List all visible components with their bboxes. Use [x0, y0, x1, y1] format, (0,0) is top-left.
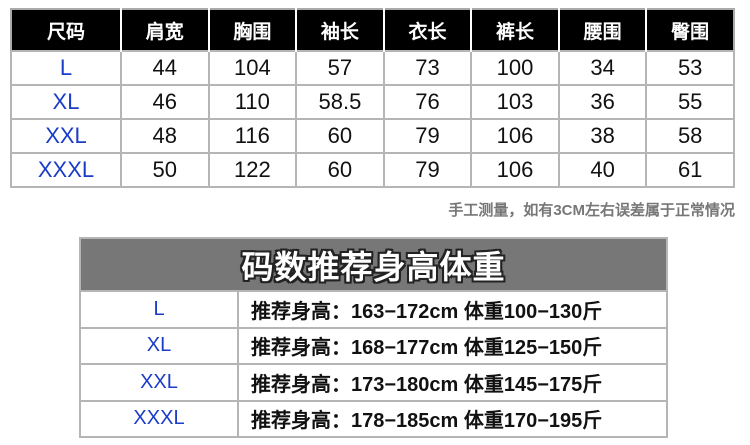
measurement-cell: 103 — [470, 84, 560, 120]
table-row: L 推荐身高：163−172cm 体重100−130斤 — [79, 290, 668, 329]
measurement-cell: 100 — [470, 50, 560, 86]
table-row: XXXL 推荐身高：178−185cm 体重170−195斤 — [79, 399, 668, 438]
size-label: L — [79, 290, 239, 329]
measurement-cell: 34 — [557, 50, 648, 86]
measurement-cell: 116 — [207, 118, 298, 154]
column-header: 臀围 — [645, 9, 734, 51]
measurement-cell: 44 — [120, 50, 210, 86]
recommendation-text: 推荐身高：173−180cm 体重145−175斤 — [237, 363, 668, 402]
measurement-cell: 79 — [382, 152, 473, 188]
column-header: 胸围 — [207, 9, 297, 51]
measurement-cell: 58.5 — [295, 84, 385, 120]
measurement-cell: 61 — [645, 152, 735, 188]
measurement-cell: 106 — [470, 152, 560, 188]
table-body: L 44 104 57 73 100 34 53 XL 46 110 58.5 76 103 36 55 XXL… — [10, 50, 735, 188]
column-header: 腰围 — [557, 9, 647, 51]
measurement-cell: 50 — [120, 152, 210, 188]
column-header: 袖长 — [295, 9, 384, 51]
column-header: 尺码 — [11, 9, 121, 51]
measurement-note: 手工测量，如有3CM左右误差属于正常情况 — [448, 202, 735, 219]
size-label: XL — [79, 326, 239, 365]
measurement-cell: 55 — [645, 84, 735, 120]
size-label: L — [10, 50, 122, 86]
measurement-cell: 58 — [645, 118, 735, 154]
column-header: 裤长 — [470, 9, 559, 51]
measurement-cell: 110 — [207, 84, 298, 120]
table-row: XXL 推荐身高：173−180cm 体重145−175斤 — [79, 363, 668, 402]
measurement-cell: 38 — [557, 118, 648, 154]
measurement-cell: 104 — [207, 50, 298, 86]
measurement-cell: 57 — [295, 50, 385, 86]
measurement-cell: 53 — [645, 50, 735, 86]
size-label: XXXL — [79, 399, 239, 438]
table-row: XL 46 110 58.5 76 103 36 55 — [10, 84, 735, 120]
column-header: 肩宽 — [120, 9, 209, 51]
measurement-cell: 46 — [120, 84, 210, 120]
size-label: XXL — [79, 363, 239, 402]
recommendation-title: 码数推荐身高体重 — [79, 237, 668, 292]
size-label: XXL — [10, 118, 122, 154]
size-label: XXXL — [10, 152, 122, 188]
size-recommendation-table: 码数推荐身高体重 L 推荐身高：163−172cm 体重100−130斤 XL 推荐身… — [79, 237, 668, 438]
table-row: L 44 104 57 73 100 34 53 — [10, 50, 735, 86]
measurement-cell: 122 — [207, 152, 298, 188]
recommendation-text: 推荐身高：163−172cm 体重100−130斤 — [237, 290, 668, 329]
recommendation-text: 推荐身高：168−177cm 体重125−150斤 — [237, 326, 668, 365]
table-row: XXL 48 116 60 79 106 38 58 — [10, 118, 735, 154]
column-header: 衣长 — [382, 9, 472, 51]
measurement-cell: 48 — [120, 118, 210, 154]
table-row: XL 推荐身高：168−177cm 体重125−150斤 — [79, 326, 668, 365]
measurement-cell: 79 — [382, 118, 473, 154]
recommendation-text: 推荐身高：178−185cm 体重170−195斤 — [237, 399, 668, 438]
table-header-row: 尺码 肩宽 胸围 袖长 衣长 裤长 腰围 臀围 — [11, 9, 734, 51]
measurement-cell: 73 — [382, 50, 473, 86]
measurement-cell: 106 — [470, 118, 560, 154]
measurement-cell: 76 — [382, 84, 473, 120]
measurement-cell: 40 — [557, 152, 648, 188]
table-row: XXXL 50 122 60 79 106 40 61 — [10, 152, 735, 188]
measurement-cell: 60 — [295, 118, 385, 154]
size-label: XL — [10, 84, 122, 120]
measurement-cell: 36 — [557, 84, 648, 120]
size-measurement-table: 尺码 肩宽 胸围 袖长 衣长 裤长 腰围 臀围 L 44 104 57 73 100 34 53 XL 46 11… — [10, 8, 735, 188]
measurement-cell: 60 — [295, 152, 385, 188]
